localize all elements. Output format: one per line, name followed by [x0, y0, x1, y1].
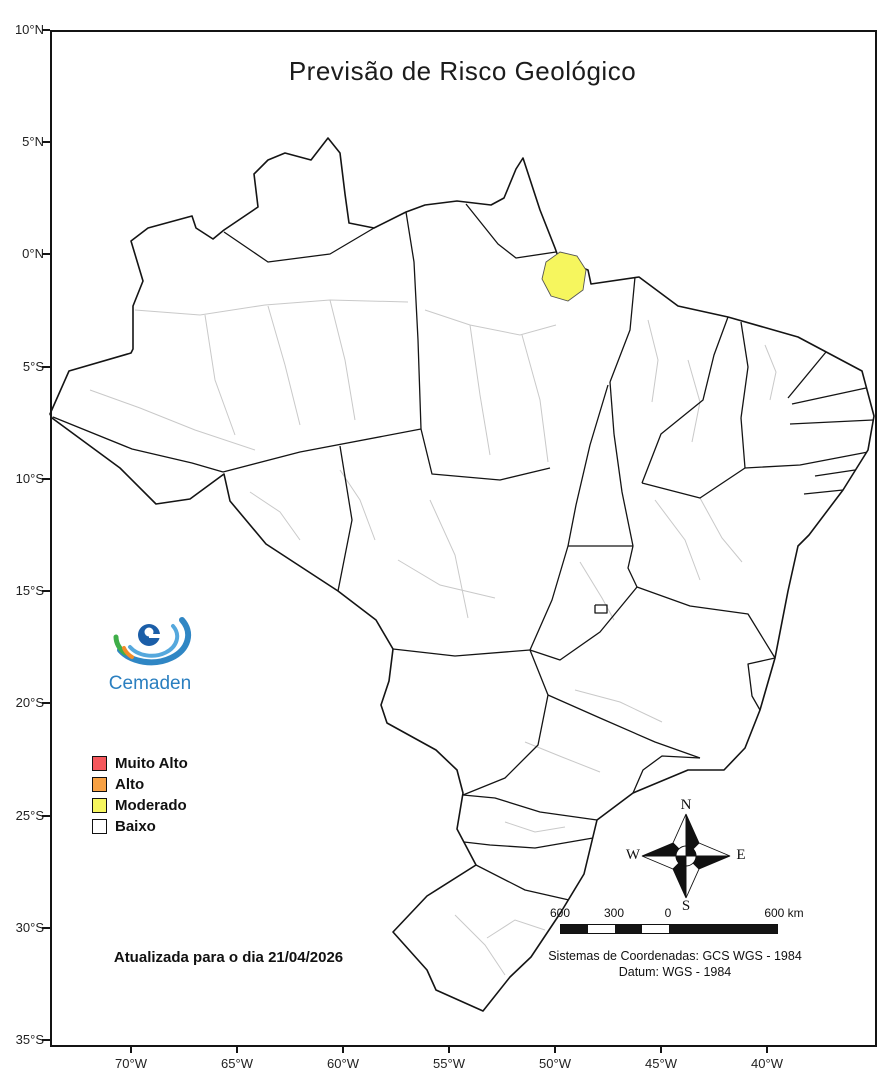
coordinate-system-credits: Sistemas de Coordenadas: GCS WGS - 1984 … [505, 948, 845, 980]
lon-tick [342, 1045, 344, 1053]
legend-item-muito-alto: Muito Alto [92, 753, 188, 774]
compass-south-label: S [681, 898, 691, 914]
lon-tick [766, 1045, 768, 1053]
legend-item-alto: Alto [92, 774, 188, 795]
compass-west-label: W [625, 847, 641, 863]
scalebar-label: 600 km [764, 906, 804, 920]
scalebar-label: 600 [549, 906, 571, 920]
compass-east-label: E [736, 847, 746, 863]
scalebar-label: 0 [664, 906, 672, 920]
lon-label: 70°W [115, 1056, 147, 1071]
scalebar-label: 300 [603, 906, 625, 920]
lon-label: 60°W [327, 1056, 359, 1071]
lat-label: 30°S [15, 920, 44, 935]
compass-rose-icon [641, 813, 731, 899]
lat-label: 5°N [22, 134, 44, 149]
lon-label: 40°W [751, 1056, 783, 1071]
lon-label: 65°W [221, 1056, 253, 1071]
cemaden-eye-icon [113, 617, 192, 666]
updated-date-label: Atualizada para o dia 21/04/2026 [113, 949, 344, 966]
legend-swatch-baixo [92, 819, 107, 834]
lat-tick [42, 927, 50, 929]
legend-swatch-alto [92, 777, 107, 792]
cemaden-wordmark: Cemaden [108, 673, 192, 694]
legend-label: Moderado [115, 797, 187, 814]
lon-label: 50°W [539, 1056, 571, 1071]
lon-tick [554, 1045, 556, 1053]
lon-label: 45°W [645, 1056, 677, 1071]
legend-label: Baixo [115, 818, 156, 835]
lat-tick [42, 478, 50, 480]
scale-segment [615, 925, 642, 933]
lat-label: 10°N [14, 22, 44, 37]
lon-tick [660, 1045, 662, 1053]
lat-tick [42, 29, 50, 31]
lat-label: 10°S [15, 471, 44, 486]
legend-swatch-muito-alto [92, 756, 107, 771]
moderate-risk-region [541, 251, 587, 302]
lon-tick [448, 1045, 450, 1053]
lat-label: 35°S [15, 1032, 44, 1047]
lat-tick [42, 366, 50, 368]
lon-label: 55°W [433, 1056, 465, 1071]
compass-north-label: N [680, 797, 692, 813]
scale-segment [561, 925, 588, 933]
credits-line1: Sistemas de Coordenadas: GCS WGS - 1984 [548, 949, 802, 963]
lat-label: 20°S [15, 695, 44, 710]
legend-label: Muito Alto [115, 755, 188, 772]
scale-segment [588, 925, 615, 933]
lat-label: 5°S [22, 359, 44, 374]
lat-label: 25°S [15, 808, 44, 823]
brazil-outline [49, 137, 875, 1012]
map-title: Previsão de Risco Geológico [288, 56, 637, 86]
cemaden-logo: Cemaden [90, 600, 210, 695]
legend-item-baixo: Baixo [92, 816, 188, 837]
lat-tick [42, 1039, 50, 1041]
lat-tick [42, 590, 50, 592]
mesoregion-borders [89, 299, 777, 976]
lat-tick [42, 702, 50, 704]
lat-tick [42, 815, 50, 817]
lon-tick [130, 1045, 132, 1053]
scale-segment [669, 925, 777, 933]
legend-swatch-moderado [92, 798, 107, 813]
scale-segment [642, 925, 669, 933]
legend-item-moderado: Moderado [92, 795, 188, 816]
scale-bar [560, 924, 778, 934]
lat-label: 15°S [15, 583, 44, 598]
lat-label: 0°N [22, 246, 44, 261]
legend-label: Alto [115, 776, 145, 793]
risk-legend: Muito Alto Alto Moderado Baixo [92, 753, 188, 837]
credits-line2: Datum: WGS - 1984 [618, 965, 732, 979]
lat-tick [42, 253, 50, 255]
state-borders [52, 203, 874, 901]
lat-tick [42, 141, 50, 143]
lon-tick [236, 1045, 238, 1053]
